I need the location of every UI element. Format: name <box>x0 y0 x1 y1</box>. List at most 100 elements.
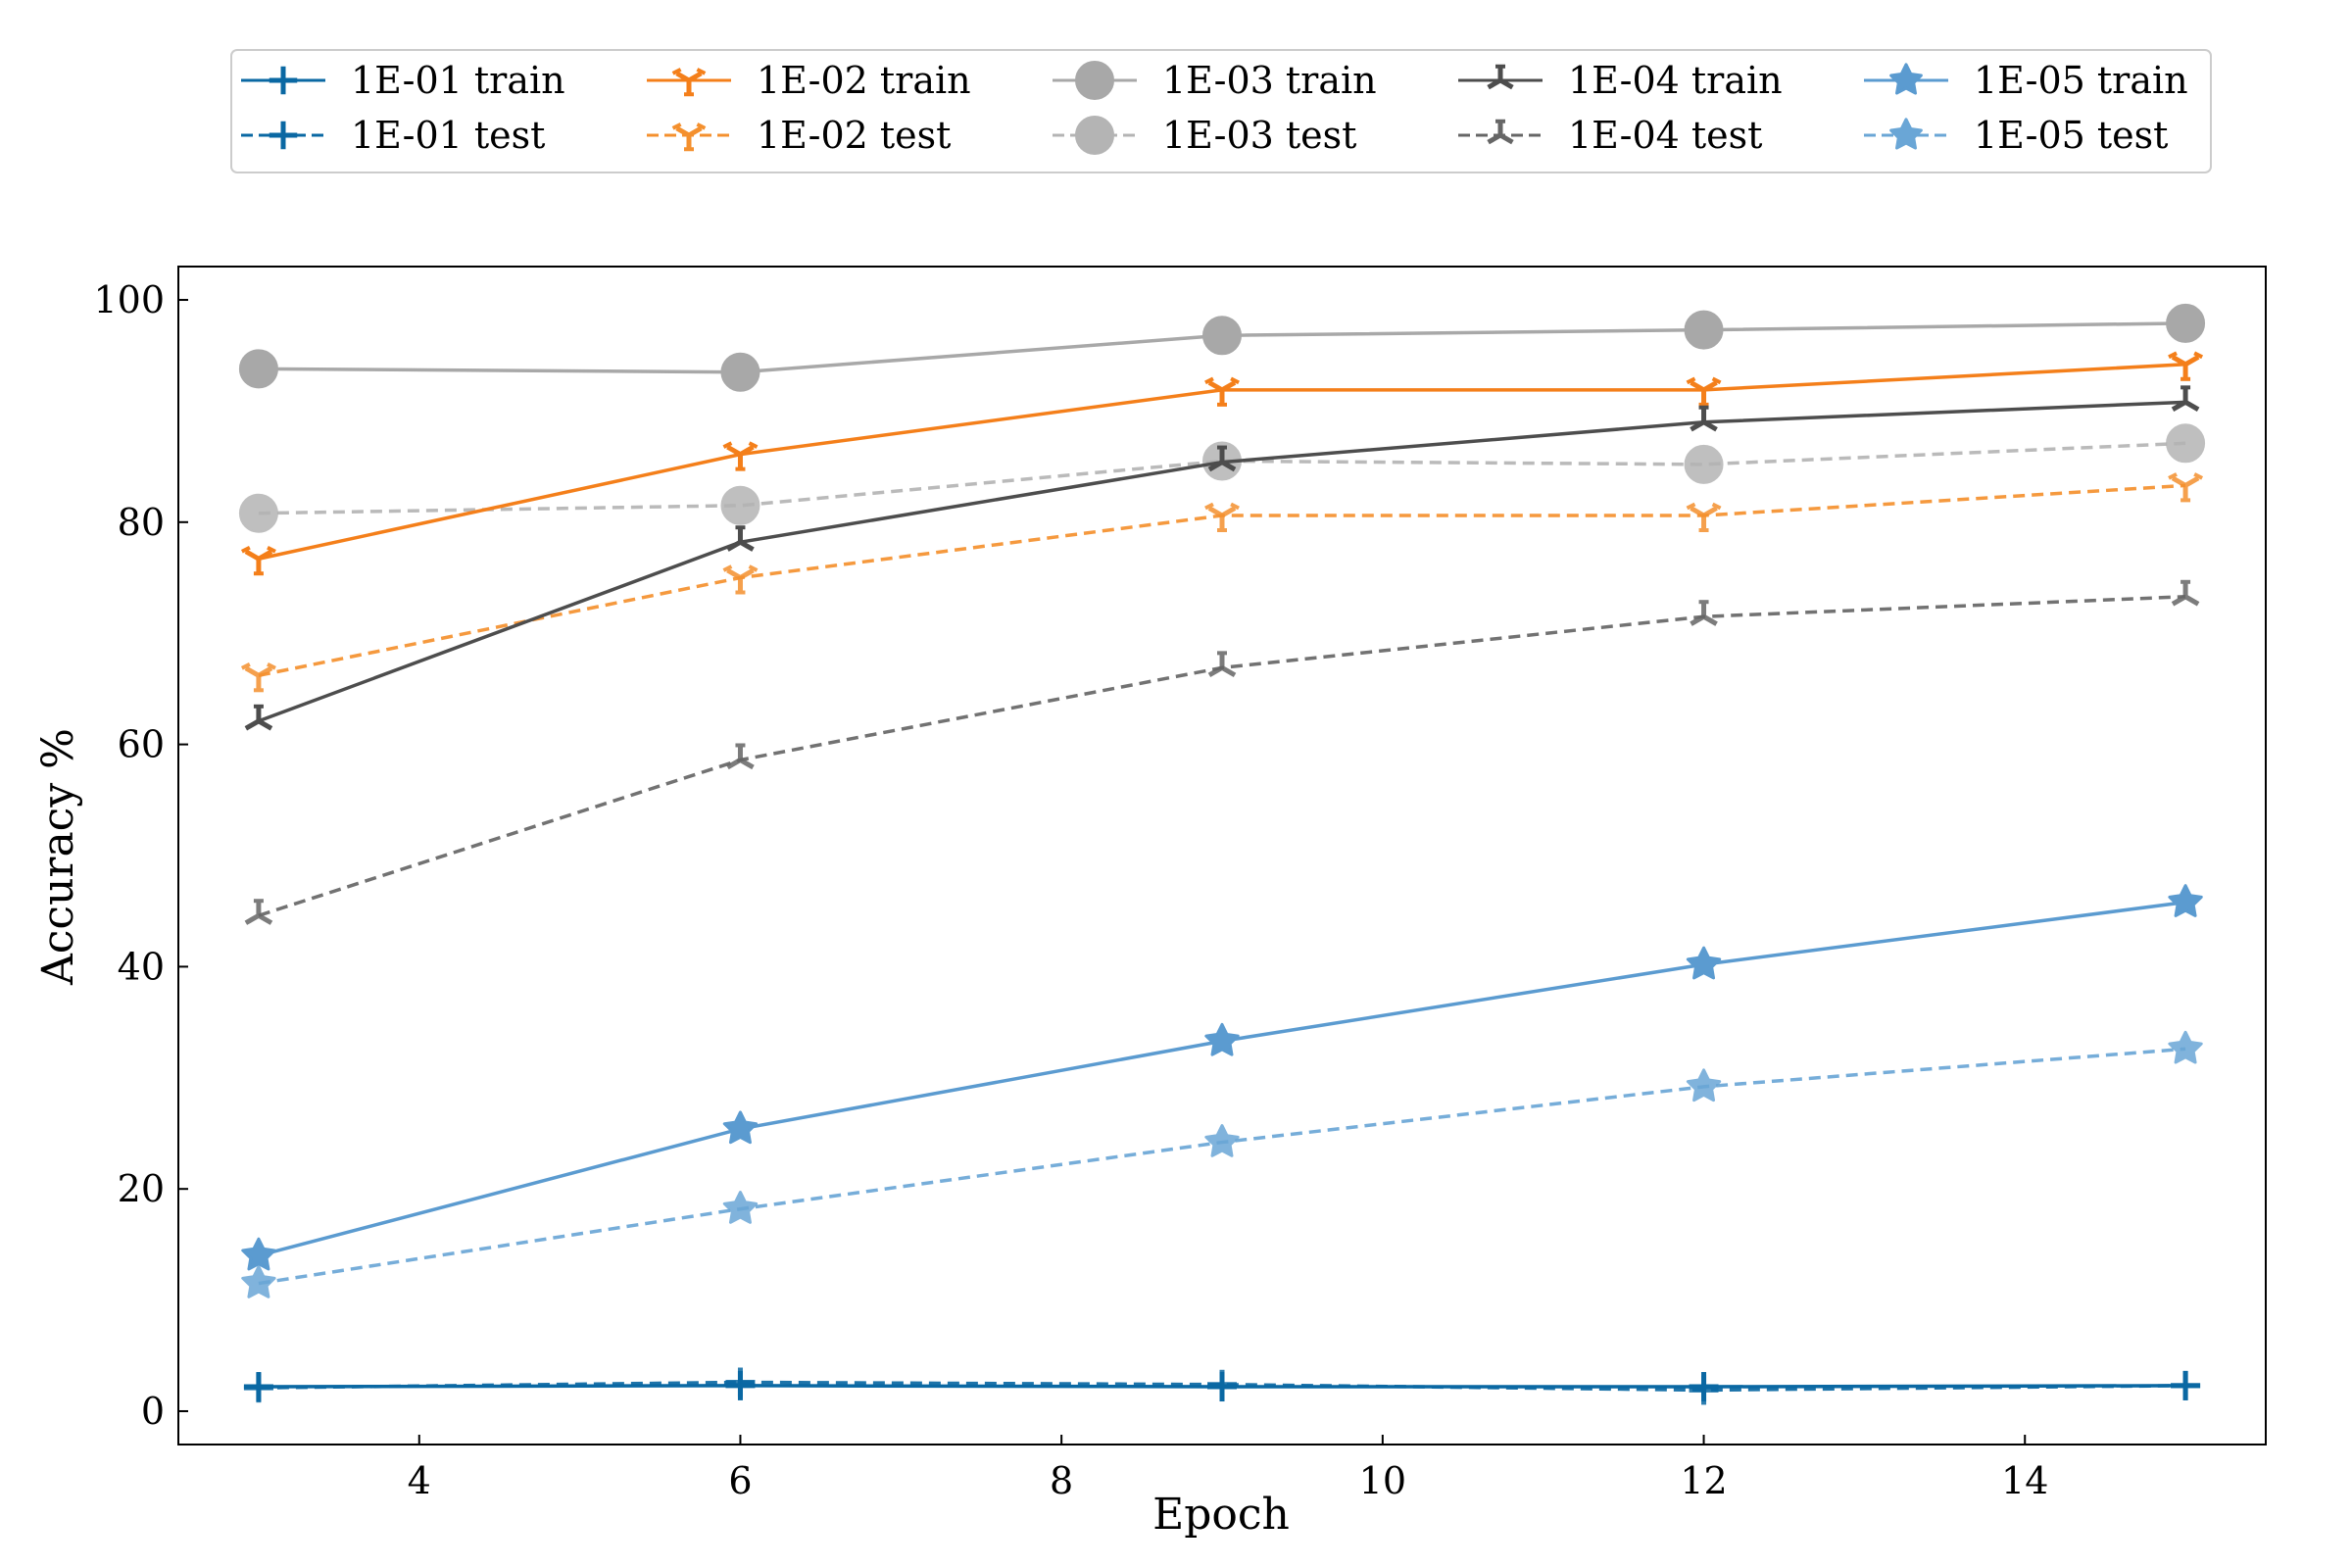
x-tick-label-14: 14 <box>2001 1459 2048 1502</box>
x-tick-label-8: 8 <box>1050 1459 1073 1502</box>
series-line-1e-05-train <box>258 900 2186 1257</box>
data-point-1e-03-train-2 <box>1202 316 1242 356</box>
legend-item-1e-04-test: 1E-04 test <box>1458 114 1762 157</box>
legend-marker-1e-01-train <box>269 66 298 95</box>
data-point-1e-04-train-3 <box>1690 405 1718 432</box>
data-point-1e-03-train-3 <box>1684 310 1724 350</box>
y-tick-label-20: 20 <box>118 1167 165 1210</box>
data-point-1e-01-train-0 <box>243 1372 273 1402</box>
y-tick-label-40: 40 <box>118 945 165 988</box>
series-1e-03-test <box>238 423 2206 533</box>
legend-label-1e-01-train: 1E-01 train <box>351 59 565 102</box>
data-point-1e-02-test-0 <box>240 662 276 693</box>
legend-marker-1e-03-test <box>1075 116 1114 155</box>
data-point-1e-02-train-0 <box>240 545 276 576</box>
series-1e-05-train <box>241 884 2203 1271</box>
legend-item-1e-05-train: 1E-05 train <box>1864 59 2188 102</box>
data-point-1e-02-test-4 <box>2168 472 2204 503</box>
data-point-1e-04-test-2 <box>1207 651 1237 678</box>
legend: 1E-01 train 1E-01 test 1E-02 train 1E-02 te… <box>230 49 2212 173</box>
y-axis-label: Accuracy % <box>33 728 83 986</box>
legend-item-1e-05-test: 1E-05 test <box>1864 114 2168 157</box>
plot-area <box>238 303 2206 1405</box>
data-point-1e-05-test-3 <box>1686 1068 1722 1102</box>
series-line-1e-03-test <box>258 441 2186 515</box>
legend-marker-1e-04-test <box>1487 119 1514 145</box>
legend-item-1e-02-test: 1E-02 test <box>647 114 951 157</box>
data-point-1e-05-train-2 <box>1204 1022 1240 1056</box>
data-point-1e-03-test-0 <box>238 493 278 533</box>
x-tick-label-10: 10 <box>1359 1459 1406 1502</box>
data-point-1e-05-test-0 <box>241 1265 276 1298</box>
x-tick-label-4: 4 <box>408 1459 431 1502</box>
series-1e-05-test <box>241 1030 2203 1298</box>
series-line-1e-05-test <box>258 1047 2186 1286</box>
x-tick-label-12: 12 <box>1680 1459 1727 1502</box>
legend-label-1e-02-train: 1E-02 train <box>757 59 971 102</box>
x-tick-label-6: 6 <box>728 1459 752 1502</box>
axes: 4 6 8 10 12 14 0 20 40 60 80 100 <box>93 266 2267 1502</box>
data-point-1e-05-train-4 <box>2168 884 2203 917</box>
data-point-1e-05-test-4 <box>2168 1030 2203 1064</box>
legend-label-1e-03-train: 1E-03 train <box>1162 59 1377 102</box>
series-1e-03-train <box>238 303 2206 392</box>
legend-marker-1e-01-test <box>269 121 298 150</box>
legend-marker-1e-02-train <box>671 68 707 97</box>
data-point-1e-05-train-3 <box>1686 946 1722 980</box>
y-tick-label-0: 0 <box>141 1390 165 1433</box>
y-tick-label-60: 60 <box>118 723 165 766</box>
legend-marker-1e-03-train <box>1075 61 1114 100</box>
legend-label-1e-04-test: 1E-04 test <box>1568 114 1762 157</box>
legend-label-1e-03-test: 1E-03 test <box>1162 114 1356 157</box>
data-point-1e-04-test-1 <box>726 743 755 770</box>
legend-item-1e-02-train: 1E-02 train <box>647 59 971 102</box>
data-point-1e-02-train-1 <box>722 441 759 471</box>
legend-label-1e-04-train: 1E-04 train <box>1568 59 1783 102</box>
data-point-1e-04-train-0 <box>244 704 273 731</box>
series-1e-01-train <box>243 1370 2201 1402</box>
plot-frame <box>177 266 2267 1446</box>
data-point-1e-03-train-4 <box>2166 303 2206 343</box>
series-1e-02-test <box>240 472 2204 693</box>
legend-label-1e-02-test: 1E-02 test <box>757 114 951 157</box>
legend-label-1e-05-test: 1E-05 test <box>1974 114 2168 157</box>
legend-label-1e-01-test: 1E-01 test <box>351 114 545 157</box>
data-point-1e-01-train-2 <box>1207 1372 1237 1402</box>
data-point-1e-03-train-0 <box>238 349 278 389</box>
data-point-1e-04-train-1 <box>726 525 755 552</box>
data-point-1e-02-test-3 <box>1686 502 1722 533</box>
y-tick-label-80: 80 <box>118 501 165 544</box>
data-point-1e-01-train-1 <box>725 1370 756 1400</box>
legend-item-1e-01-test: 1E-01 test <box>241 114 545 157</box>
data-point-1e-04-test-3 <box>1690 600 1718 626</box>
legend-item-1e-04-train: 1E-04 train <box>1458 59 1783 102</box>
data-point-1e-02-test-1 <box>722 564 759 595</box>
x-axis-label: Epoch <box>1152 1490 1290 1540</box>
data-point-1e-02-train-3 <box>1686 376 1722 407</box>
legend-marker-1e-04-train <box>1487 64 1514 90</box>
data-point-1e-04-test-4 <box>2171 579 2200 607</box>
data-point-1e-04-test-0 <box>244 899 273 925</box>
data-point-1e-05-train-0 <box>241 1237 276 1271</box>
data-point-1e-03-test-4 <box>2166 423 2206 464</box>
data-point-1e-01-train-4 <box>2171 1370 2201 1400</box>
data-point-1e-04-train-4 <box>2171 385 2200 413</box>
series-line-1e-01-test <box>258 1380 2186 1393</box>
data-point-1e-03-test-1 <box>720 485 760 525</box>
data-point-1e-02-test-2 <box>1204 502 1240 533</box>
legend-item-1e-03-train: 1E-03 train <box>1053 59 1377 102</box>
series-1e-04-train <box>244 385 2200 731</box>
data-point-1e-05-test-2 <box>1204 1124 1240 1157</box>
data-point-1e-04-train-2 <box>1207 445 1237 472</box>
data-point-1e-02-train-4 <box>2168 351 2204 381</box>
legend-marker-1e-05-train <box>1889 63 1923 95</box>
series-1e-04-test <box>244 579 2200 925</box>
legend-marker-1e-02-test <box>671 122 707 152</box>
data-point-1e-01-train-3 <box>1689 1372 1719 1402</box>
series-1e-02-train <box>240 351 2204 576</box>
data-point-1e-03-train-1 <box>720 352 760 392</box>
legend-label-1e-05-train: 1E-05 train <box>1974 59 2188 102</box>
y-tick-label-100: 100 <box>93 278 165 321</box>
legend-marker-1e-05-test <box>1889 118 1923 150</box>
